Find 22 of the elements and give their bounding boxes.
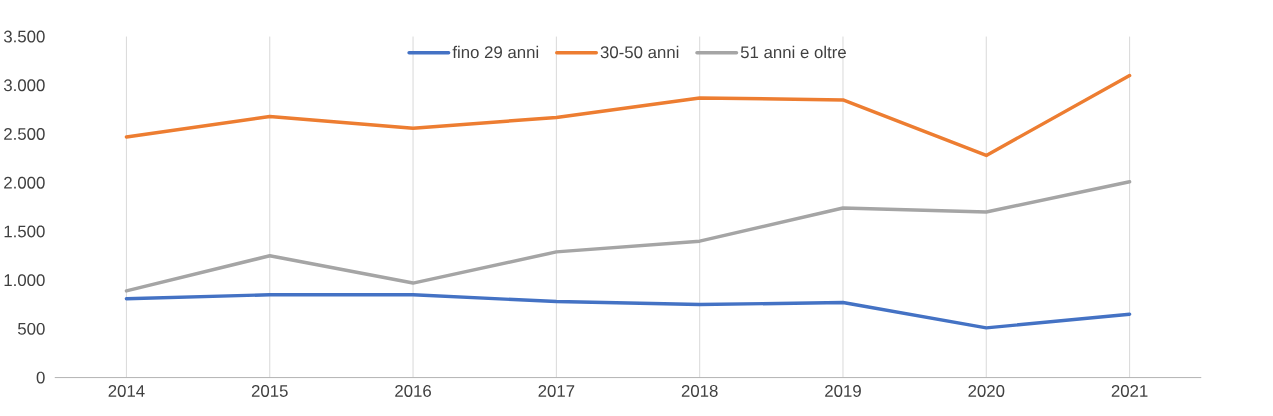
y-tick-label: 1.500: [4, 225, 45, 238]
x-tick-label: 2020: [968, 384, 1005, 397]
y-tick-label: 2.500: [4, 127, 45, 140]
y-tick-label: 1.000: [4, 274, 45, 287]
x-tick-label: 2018: [681, 384, 718, 397]
line-series: [124, 179, 1132, 293]
legend-label: 30-50 anni: [600, 45, 679, 59]
x-tick-label: 2014: [108, 384, 145, 397]
legend-label: fino 29 anni: [452, 45, 539, 59]
y-tick-label: 500: [17, 322, 45, 335]
y-tick-label: 3.500: [3, 30, 45, 43]
x-tick-label: 2019: [825, 384, 861, 397]
line-series: [124, 292, 1132, 330]
y-tick-label: 0: [36, 371, 45, 384]
x-tick-label: 2015: [251, 384, 288, 397]
legend-label: 51 anni e oltre: [740, 45, 846, 59]
x-tick-label: 2017: [538, 384, 575, 397]
y-tick-label: 3.000: [3, 79, 45, 92]
line-series: [124, 73, 1132, 158]
y-tick-label: 2.000: [4, 176, 45, 189]
x-tick-label: 2021: [1111, 384, 1148, 397]
x-tick-label: 2016: [395, 384, 431, 397]
